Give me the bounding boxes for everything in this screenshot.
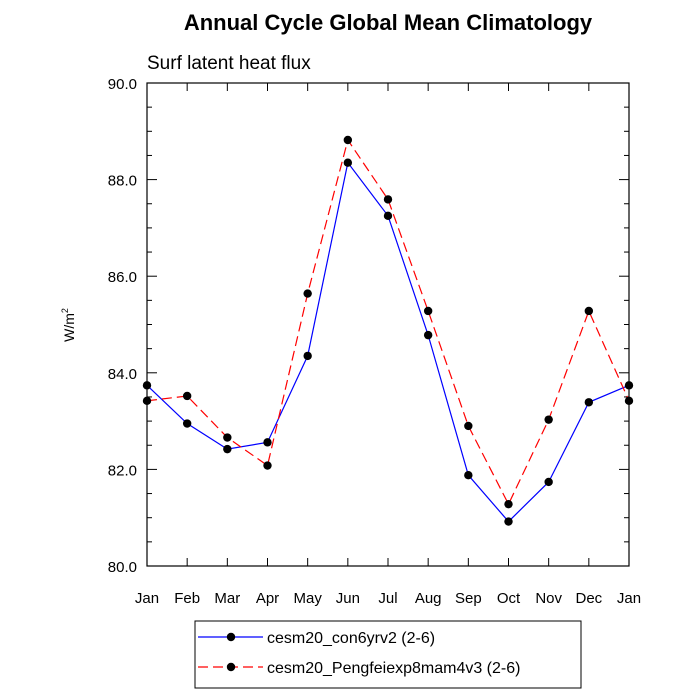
x-tick-label: Jul [378, 590, 397, 607]
series-2-point [383, 195, 393, 204]
series-2-point [504, 499, 513, 509]
legend: cesm20_con6yrv2 (2-6) cesm20_Pengfeiexp8m… [194, 620, 582, 689]
legend-marker-1 [226, 632, 236, 642]
series-2-point [544, 415, 553, 424]
y-tick-label: 80.0 [108, 559, 137, 576]
x-tick-label: Sep [455, 590, 482, 607]
x-tick-label: Dec [575, 590, 602, 607]
y-tick-label: 82.0 [108, 462, 137, 479]
series-1-point [423, 330, 433, 340]
y-tick-label: 88.0 [108, 173, 137, 190]
legend-box [194, 620, 582, 689]
chart-title: Annual Cycle Global Mean Climatology [184, 10, 593, 35]
series-2-point [423, 306, 433, 316]
axis-ticks [146, 82, 630, 567]
x-tick-label: May [293, 590, 322, 607]
x-tick-label: Oct [497, 590, 521, 607]
series-1-point [464, 470, 473, 480]
x-tick-labels: Jan Feb Mar Apr May Jun Jul Aug Sep Oct Nov Dec Jan [135, 590, 641, 607]
series-2-point [142, 396, 152, 406]
x-tick-label: Jan [617, 590, 641, 607]
series-2-point [624, 396, 634, 406]
x-tick-label: Apr [256, 590, 279, 607]
series-2-point [343, 135, 353, 145]
y-tick-label: 90.0 [108, 76, 137, 93]
legend-label-1: cesm20_con6yrv2 (2-6) [267, 630, 435, 647]
series-1-point [584, 398, 594, 407]
series-1-point [504, 517, 513, 526]
x-tick-label: Jan [135, 590, 159, 607]
series-1-point [343, 158, 353, 167]
series-line-2 [146, 138, 630, 506]
series-2-point [263, 461, 272, 470]
legend-label-2: cesm20_Pengfeiexp8mam4v3 (2-6) [267, 660, 520, 677]
series-1-point [383, 211, 393, 221]
legend-marker-2 [226, 662, 236, 672]
x-tick-label: Aug [415, 590, 442, 607]
series-2-point [303, 289, 312, 298]
series-2-point [464, 421, 473, 431]
series-1-point [142, 381, 152, 390]
series-1-point [303, 351, 312, 361]
x-tick-label: Jun [336, 590, 360, 607]
chart-subtitle: Surf latent heat flux [147, 53, 311, 74]
y-tick-label: 84.0 [108, 366, 137, 383]
series-2-point [584, 306, 594, 316]
series-2-point [182, 391, 192, 401]
plot-frame [146, 82, 630, 567]
series-1-point [182, 419, 192, 428]
y-axis-label-sup: 2 [60, 308, 70, 313]
svg-text:W/m2: W/m2 [60, 308, 77, 342]
y-tick-labels: 80.0 82.0 84.0 86.0 88.0 90.0 [108, 76, 137, 576]
y-tick-label: 86.0 [108, 269, 137, 286]
x-tick-label: Feb [174, 590, 200, 607]
series-1-point [624, 381, 634, 390]
series-2-point [223, 433, 232, 442]
x-tick-label: Nov [535, 590, 562, 607]
series-1-point [263, 438, 272, 447]
series-1-point [223, 444, 232, 454]
y-axis-label-base: W/m [61, 313, 77, 342]
series-1-point [544, 477, 553, 487]
x-tick-label: Mar [214, 590, 240, 607]
y-axis-label: W/m2 [60, 308, 77, 342]
series-group [142, 135, 634, 526]
